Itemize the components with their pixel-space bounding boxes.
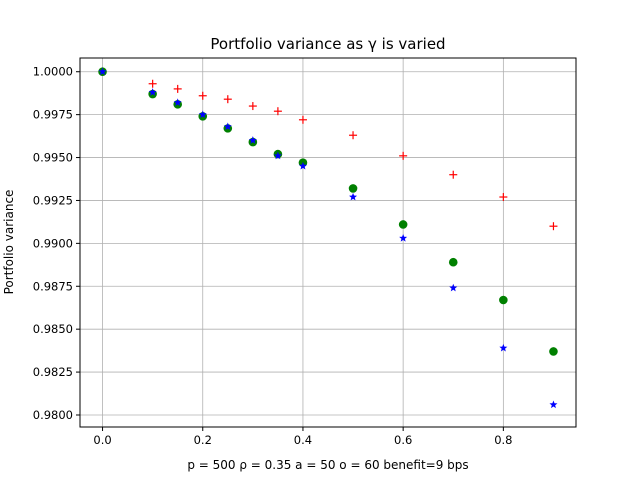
- data-point-star: [173, 98, 182, 107]
- data-point-star: [98, 67, 107, 76]
- x-tick-label: 0.4: [294, 433, 312, 447]
- data-point-plus: [349, 131, 358, 140]
- grid-layer: [80, 58, 576, 427]
- data-point-plus: [273, 107, 282, 116]
- y-tick-label: 0.9925: [33, 193, 73, 207]
- y-tick-label: 0.9900: [33, 236, 73, 250]
- data-point-star: [549, 400, 558, 409]
- data-point-plus: [298, 115, 307, 124]
- marks-layer: [98, 67, 558, 409]
- data-point-star: [223, 122, 232, 131]
- data-point-plus: [198, 91, 207, 100]
- data-point-plus: [499, 193, 508, 202]
- data-point-circle: [549, 347, 558, 356]
- data-point-plus: [223, 95, 232, 104]
- data-point-plus: [549, 222, 558, 231]
- x-tick-label: 0.8: [494, 433, 512, 447]
- data-point-star: [273, 151, 282, 160]
- data-point-plus: [173, 84, 182, 93]
- data-point-star: [399, 234, 408, 242]
- y-tick-label: 0.9800: [33, 408, 73, 422]
- y-tick-label: 0.9850: [33, 322, 73, 336]
- data-point-circle: [348, 184, 358, 193]
- y-tick-label: 0.9875: [33, 279, 73, 293]
- x-tick-label: 0.2: [194, 433, 212, 447]
- y-axis-label: Portfolio variance: [2, 190, 16, 295]
- data-point-star: [349, 192, 358, 201]
- data-point-star: [248, 136, 257, 144]
- data-point-plus: [248, 102, 257, 111]
- y-tick-label: 0.9950: [33, 151, 73, 165]
- data-point-star: [148, 88, 157, 96]
- data-point-plus: [399, 151, 408, 160]
- data-point-plus: [148, 79, 157, 88]
- x-tick-label: 0.6: [394, 433, 412, 447]
- y-tick-label: 0.9825: [33, 365, 73, 379]
- data-point-star: [449, 283, 458, 292]
- data-point-star: [298, 161, 307, 170]
- x-tick-label: 0.0: [93, 433, 111, 447]
- data-point-circle: [499, 295, 508, 305]
- data-point-circle: [398, 220, 408, 229]
- data-point-plus: [449, 170, 458, 179]
- y-tick-label: 1.0000: [33, 65, 73, 79]
- data-point-star: [198, 110, 207, 119]
- chart-title: Portfolio variance as γ is varied: [210, 35, 445, 53]
- plot-area-frame: [79, 57, 577, 428]
- data-point-circle: [448, 257, 458, 267]
- y-tick-label: 0.9975: [33, 108, 73, 122]
- ticks-layer: 0.0 0.2 0.4 0.6 0.8 0.9800 0.9825 0.9850 0.9875 0…: [33, 65, 513, 447]
- x-axis-label: p = 500 ρ = 0.35 a = 50 o = 60 benefit=9…: [187, 458, 468, 472]
- data-point-star: [499, 343, 508, 352]
